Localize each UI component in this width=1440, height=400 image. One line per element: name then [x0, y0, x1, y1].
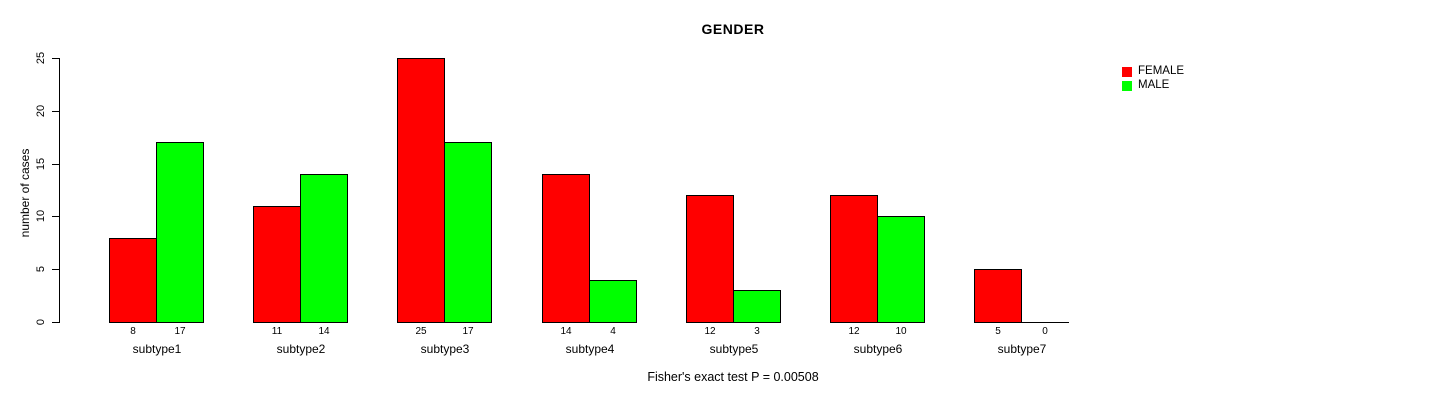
y-tick-mark [52, 58, 59, 59]
bar-female-subtype3 [397, 58, 445, 323]
bar-value-label: 12 [848, 326, 860, 337]
y-tick-mark [52, 164, 59, 165]
legend-swatch-male [1122, 80, 1132, 91]
bar-male-subtype6 [877, 216, 925, 323]
bar-value-label: 14 [560, 326, 572, 337]
bar-value-label: 25 [415, 326, 427, 337]
legend-item-male: MALE [1122, 79, 1184, 92]
bar-female-subtype4 [542, 174, 590, 323]
bar-male-subtype7 [1021, 322, 1069, 323]
y-tick-mark [52, 216, 59, 217]
chart-title: GENDER [701, 21, 765, 37]
y-tick-label: 5 [35, 265, 47, 273]
legend-label-female: FEMALE [1138, 65, 1185, 77]
bar-female-subtype7 [974, 269, 1022, 323]
y-tick-label: 10 [35, 209, 47, 223]
y-tick-label: 25 [35, 51, 47, 65]
y-tick-label: 20 [35, 104, 47, 118]
bar-value-label: 0 [1042, 326, 1048, 337]
bar-value-label: 17 [174, 326, 186, 337]
bar-value-label: 10 [895, 326, 907, 337]
x-category-label-subtype5: subtype5 [709, 342, 759, 356]
legend-swatch-female [1122, 66, 1132, 77]
caption-fishers-test: Fisher's exact test P = 0.00508 [647, 370, 819, 384]
y-tick-label: 0 [35, 318, 47, 326]
bar-female-subtype1 [109, 238, 157, 323]
bar-value-label: 8 [130, 326, 136, 337]
bar-value-label: 3 [754, 326, 760, 337]
bar-male-subtype4 [589, 280, 637, 323]
y-axis-label: number of cases [18, 148, 32, 238]
legend: FEMALE MALE [1122, 65, 1184, 93]
bar-male-subtype5 [733, 290, 781, 323]
x-category-label-subtype1: subtype1 [132, 342, 182, 356]
x-category-label-subtype4: subtype4 [565, 342, 615, 356]
y-tick-mark [52, 269, 59, 270]
bar-value-label: 4 [610, 326, 616, 337]
y-tick-label: 15 [35, 157, 47, 171]
bar-value-label: 5 [995, 326, 1001, 337]
bar-value-label: 12 [704, 326, 716, 337]
x-category-label-subtype7: subtype7 [997, 342, 1047, 356]
bar-male-subtype3 [444, 142, 492, 323]
y-axis-line [59, 58, 60, 323]
bar-male-subtype2 [300, 174, 348, 323]
y-tick-mark [52, 322, 59, 323]
x-category-label-subtype6: subtype6 [853, 342, 903, 356]
bar-value-label: 11 [271, 326, 283, 337]
bar-female-subtype5 [686, 195, 734, 323]
bar-male-subtype1 [156, 142, 204, 323]
bar-female-subtype6 [830, 195, 878, 323]
bar-value-label: 14 [318, 326, 330, 337]
legend-item-female: FEMALE [1122, 65, 1184, 78]
legend-label-male: MALE [1138, 79, 1170, 91]
x-category-label-subtype3: subtype3 [420, 342, 470, 356]
x-category-label-subtype2: subtype2 [276, 342, 326, 356]
bar-value-label: 17 [462, 326, 474, 337]
bar-female-subtype2 [253, 206, 301, 323]
y-tick-mark [52, 111, 59, 112]
